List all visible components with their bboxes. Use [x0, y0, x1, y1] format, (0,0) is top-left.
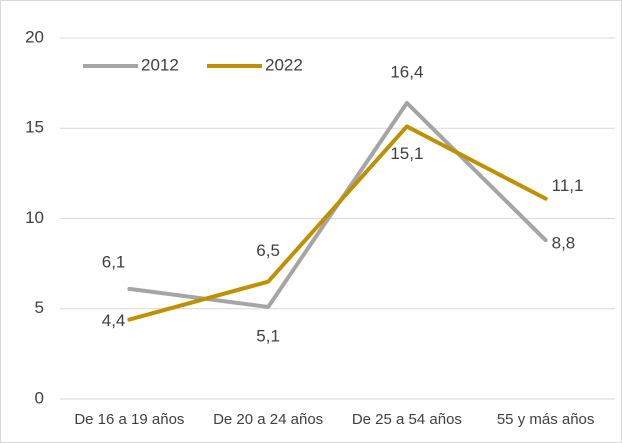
- legend-label: 2022: [265, 55, 303, 74]
- x-tick-label: De 25 a 54 años: [352, 411, 462, 428]
- y-tick-label: 0: [35, 388, 44, 407]
- y-tick-label: 20: [25, 27, 44, 46]
- series-line: [127, 124, 548, 322]
- data-label: 8,8: [552, 234, 576, 253]
- data-label: 5,1: [256, 326, 280, 345]
- y-tick-label: 15: [25, 118, 44, 137]
- data-label: 15,1: [390, 144, 423, 163]
- x-tick-label: 55 y más años: [497, 411, 595, 428]
- x-tick-label: De 20 a 24 años: [213, 411, 323, 428]
- data-label: 4,4: [102, 311, 126, 330]
- data-label: 6,5: [256, 241, 280, 260]
- x-tick-label: De 16 a 19 años: [74, 411, 184, 428]
- data-label: 16,4: [390, 62, 423, 81]
- data-label: 11,1: [552, 176, 584, 195]
- y-tick-label: 5: [35, 298, 44, 317]
- y-tick-label: 10: [25, 208, 44, 227]
- legend-label: 2012: [141, 55, 179, 74]
- data-label: 6,1: [102, 252, 126, 271]
